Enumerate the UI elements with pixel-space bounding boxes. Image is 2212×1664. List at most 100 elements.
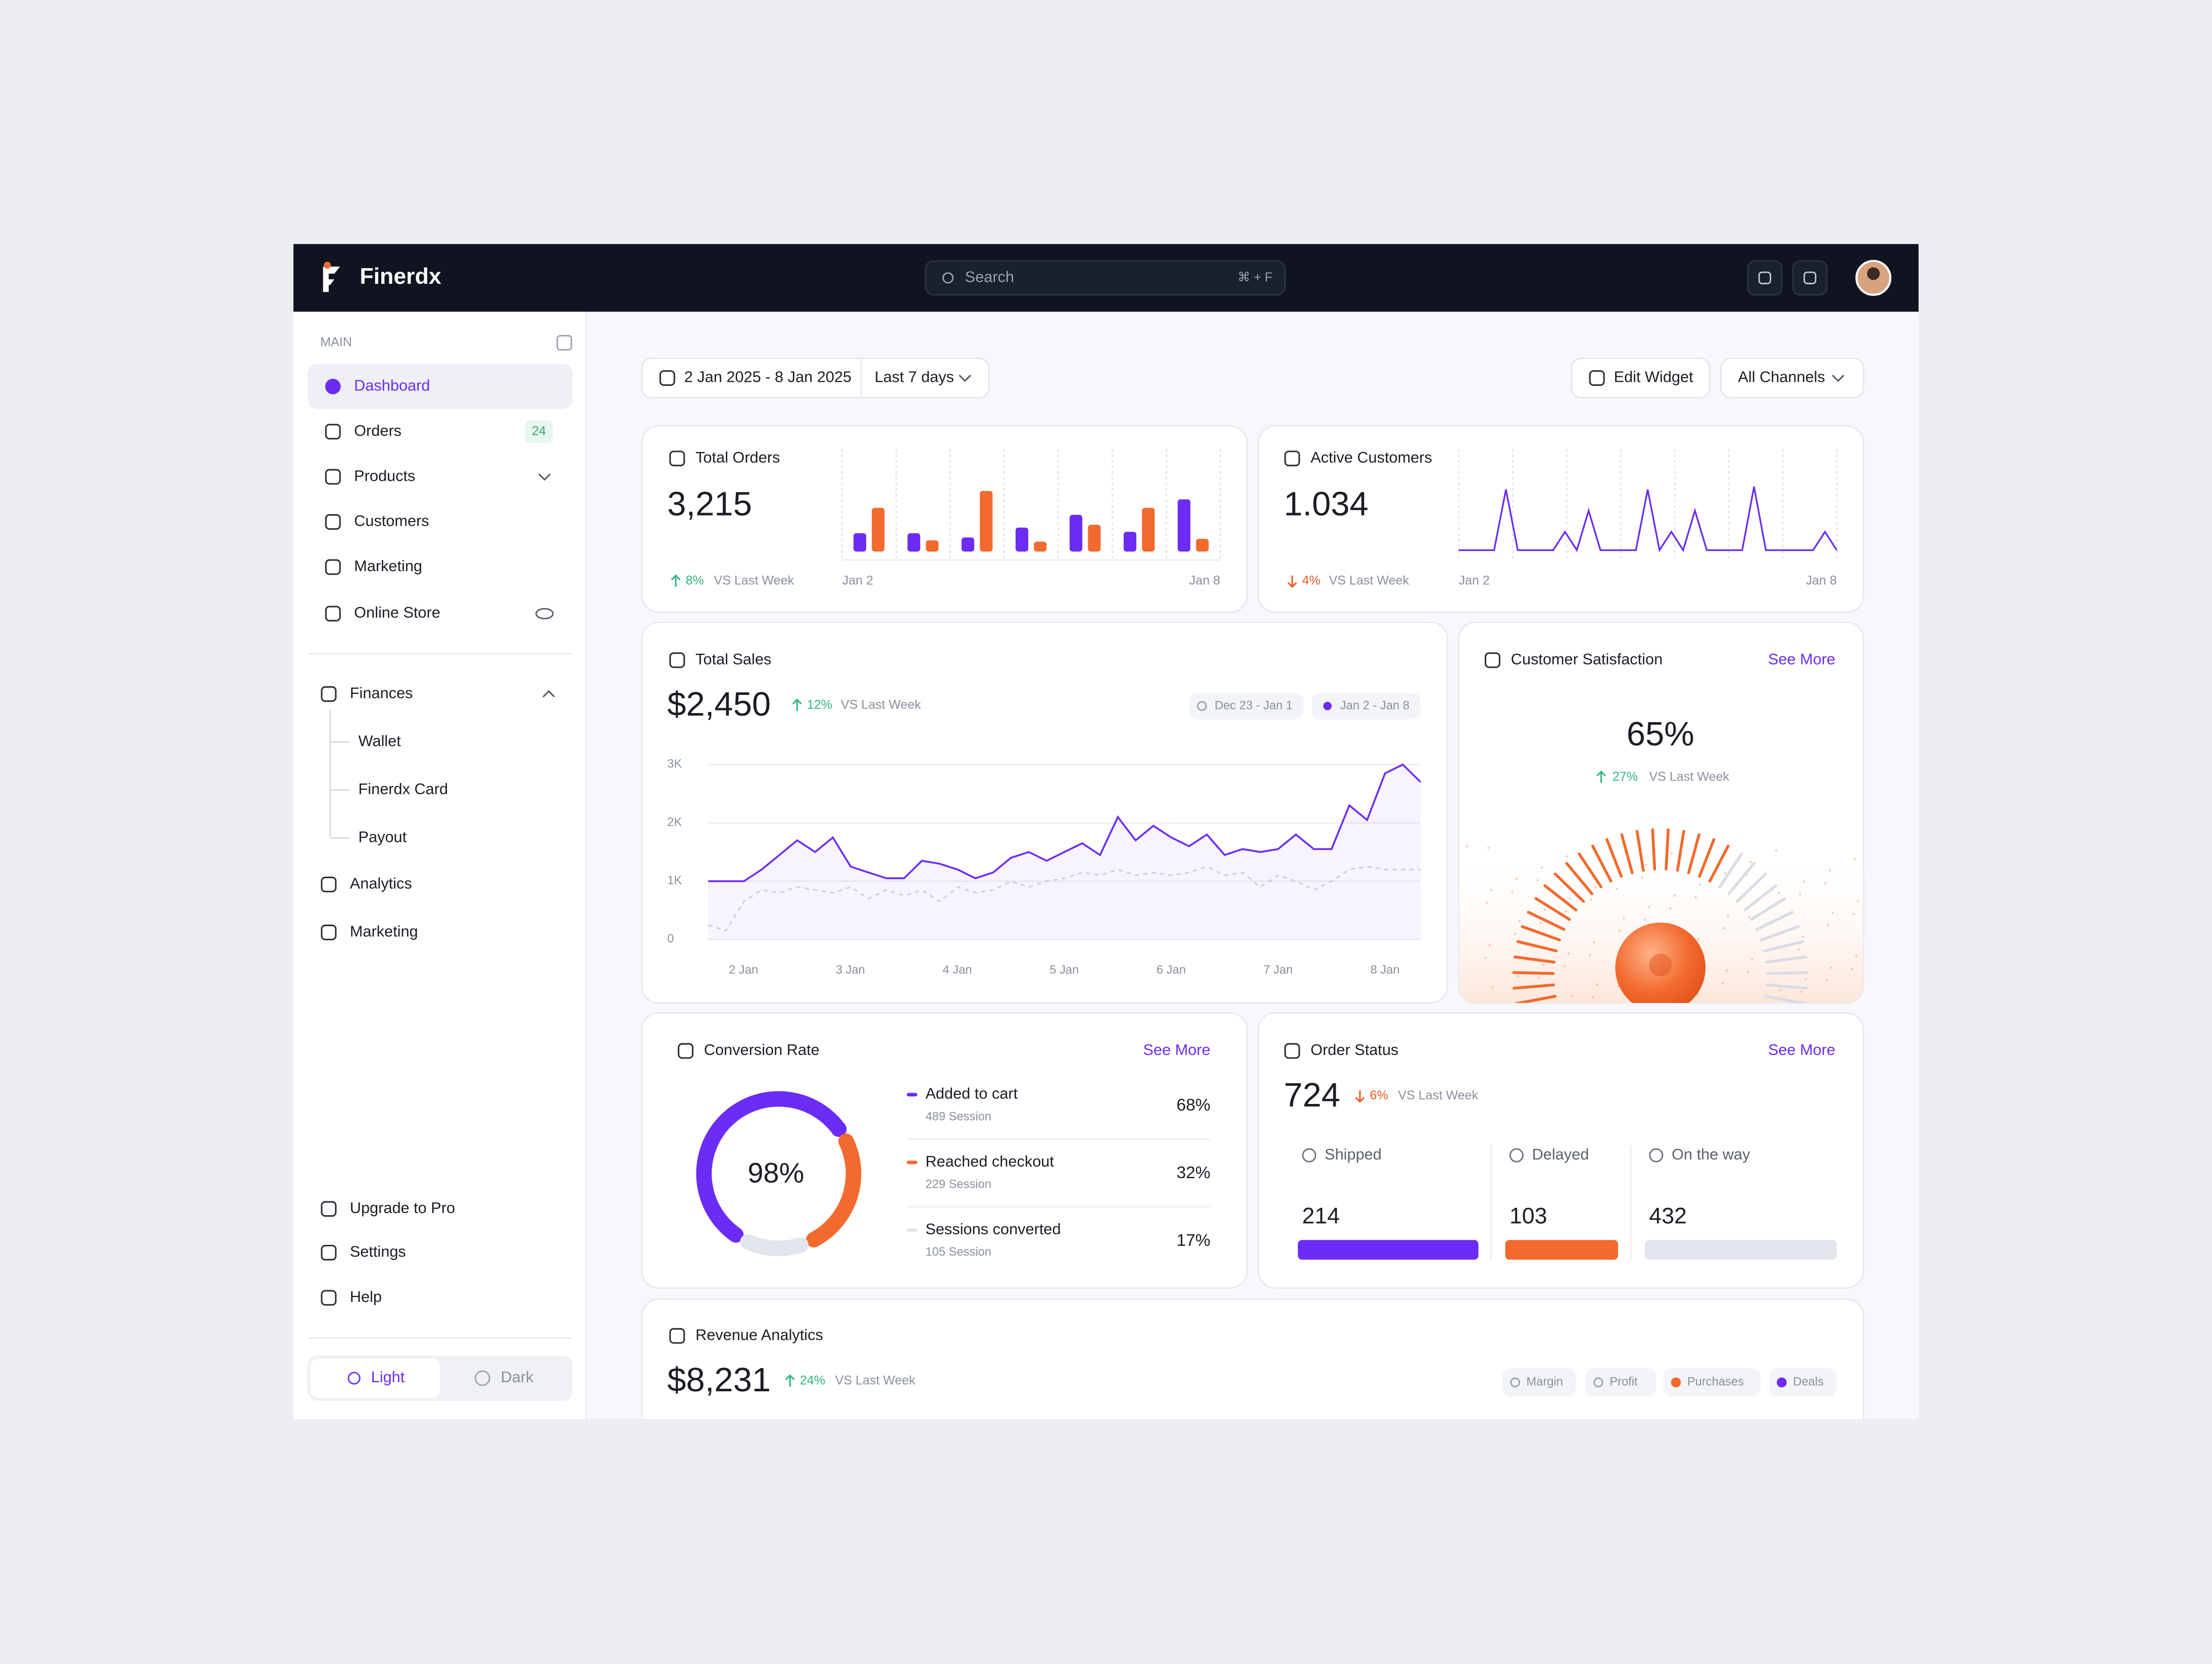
status-bar bbox=[1297, 1240, 1479, 1260]
legend-label: Deals bbox=[1793, 1376, 1824, 1389]
nav-item[interactable]: Online Store bbox=[354, 603, 440, 621]
dot bbox=[1485, 901, 1488, 904]
conversion-rate-card bbox=[641, 1012, 1248, 1289]
arrow-down bbox=[1355, 1090, 1365, 1103]
gauge-tick bbox=[1578, 852, 1603, 888]
icon bbox=[1589, 370, 1605, 386]
sub-nav-item[interactable]: Finerdx Card bbox=[359, 780, 448, 797]
icon bbox=[669, 652, 685, 668]
nav-item[interactable]: Marketing bbox=[354, 557, 422, 575]
legend-marker bbox=[1510, 1377, 1520, 1388]
dot bbox=[1566, 855, 1569, 858]
dot bbox=[1641, 876, 1643, 879]
eye-icon[interactable] bbox=[535, 608, 554, 620]
status-label: On the way bbox=[1672, 1145, 1750, 1163]
nav-item[interactable]: Finances bbox=[350, 684, 413, 701]
x-tick-label: 2 Jan bbox=[729, 964, 758, 977]
legend-label: Margin bbox=[1526, 1376, 1563, 1389]
compare-label: VS Last Week bbox=[714, 573, 794, 587]
bar bbox=[1034, 541, 1047, 552]
apps-button[interactable] bbox=[1792, 260, 1828, 296]
x-tick-label: 7 Jan bbox=[1264, 964, 1293, 977]
nav-item[interactable]: Customers bbox=[354, 512, 429, 530]
nav-item[interactable]: Settings bbox=[350, 1243, 406, 1260]
search-shortcut: ⌘ + F bbox=[1238, 270, 1273, 284]
sub-nav-item[interactable]: Wallet bbox=[359, 732, 401, 749]
icon bbox=[325, 469, 341, 485]
dot bbox=[1514, 932, 1517, 935]
dot bbox=[1594, 886, 1597, 889]
date-picker[interactable] bbox=[641, 358, 990, 399]
nav-item[interactable]: Orders bbox=[354, 422, 401, 439]
dot bbox=[1491, 986, 1494, 989]
status-value: 214 bbox=[1302, 1203, 1340, 1228]
metric-value: 3,215 bbox=[667, 485, 752, 523]
item-percent: 32% bbox=[1177, 1164, 1211, 1182]
edit-widget-button[interactable] bbox=[1571, 358, 1711, 399]
logo-dot bbox=[324, 262, 331, 269]
icon bbox=[321, 1244, 337, 1260]
line bbox=[708, 763, 1422, 882]
background bbox=[0, 1419, 2212, 1664]
brand-name: Finerdx bbox=[360, 264, 441, 289]
dot bbox=[1488, 944, 1491, 946]
bar bbox=[1123, 532, 1137, 552]
gauge-tick bbox=[1676, 830, 1685, 872]
dot bbox=[1643, 919, 1646, 921]
see-more-link[interactable]: See More bbox=[1768, 1041, 1835, 1058]
period-select[interactable]: Last 7 days bbox=[875, 368, 954, 386]
nav-item[interactable]: Analytics bbox=[350, 875, 412, 892]
icon bbox=[321, 1201, 337, 1217]
see-more-link[interactable]: See More bbox=[1768, 650, 1835, 668]
nav-item[interactable]: Upgrade to Pro bbox=[350, 1199, 455, 1217]
dot bbox=[1517, 975, 1519, 978]
change: 6% bbox=[1370, 1088, 1388, 1102]
item-label: Reached checkout bbox=[925, 1152, 1054, 1170]
dot bbox=[1698, 883, 1701, 886]
nav-item[interactable]: Help bbox=[350, 1288, 382, 1305]
card-title: Revenue Analytics bbox=[695, 1326, 823, 1343]
dot bbox=[1542, 964, 1545, 966]
theme-option[interactable]: Light bbox=[371, 1368, 405, 1386]
dot bbox=[1775, 849, 1778, 852]
collapse-button[interactable] bbox=[557, 335, 572, 351]
dot bbox=[1694, 896, 1697, 898]
icon bbox=[1284, 1043, 1300, 1059]
legend-label: Jan 2 - Jan 8 bbox=[1340, 699, 1410, 712]
item-sessions: 105 Session bbox=[925, 1246, 991, 1259]
nav-item[interactable]: Dashboard bbox=[354, 376, 430, 394]
status-icon bbox=[1302, 1148, 1317, 1163]
bar bbox=[1142, 508, 1155, 552]
gauge-tick bbox=[1527, 911, 1566, 931]
theme-active[interactable] bbox=[310, 1358, 440, 1398]
arrow-up bbox=[792, 698, 802, 711]
tree-line bbox=[329, 710, 350, 839]
see-more-link[interactable]: See More bbox=[1143, 1041, 1211, 1058]
arrow-up bbox=[1596, 770, 1606, 783]
notification-button[interactable] bbox=[1747, 260, 1783, 296]
y-tick-label: 0 bbox=[667, 933, 674, 946]
x-label: Jan 8 bbox=[1805, 573, 1836, 587]
nav-item[interactable]: Products bbox=[354, 467, 415, 484]
gauge-tick bbox=[1736, 872, 1767, 903]
theme-option[interactable]: Dark bbox=[501, 1368, 534, 1386]
search-box[interactable] bbox=[925, 260, 1286, 296]
x-tick-label: 6 Jan bbox=[1157, 964, 1186, 977]
nav-item[interactable]: Marketing bbox=[350, 922, 418, 940]
gauge-tick bbox=[1534, 897, 1571, 921]
dot bbox=[1797, 948, 1800, 951]
channels-select[interactable] bbox=[1720, 358, 1865, 399]
dot bbox=[1487, 846, 1490, 849]
search-icon bbox=[942, 272, 954, 284]
icon bbox=[1484, 652, 1500, 668]
sub-nav-item[interactable]: Payout bbox=[359, 828, 407, 845]
dot bbox=[1852, 913, 1855, 916]
icon bbox=[1803, 271, 1817, 284]
gauge-tick bbox=[1755, 911, 1794, 931]
gauge-tick bbox=[1515, 994, 1557, 1003]
dot bbox=[1591, 996, 1594, 999]
arrow-down bbox=[1287, 575, 1297, 588]
item-label: Added to cart bbox=[925, 1085, 1018, 1102]
